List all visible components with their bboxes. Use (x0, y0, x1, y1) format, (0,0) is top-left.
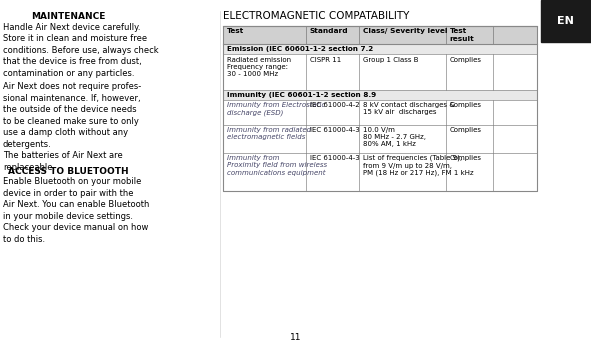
Text: Immunity (IEC 60601-1-2 section 8.9: Immunity (IEC 60601-1-2 section 8.9 (227, 92, 376, 98)
Text: Radiated emission
Frequency range:
30 - 1000 MHz: Radiated emission Frequency range: 30 - … (227, 57, 291, 77)
Text: 10.0 V/m
80 MHz - 2.7 GHz,
80% AM, 1 kHz: 10.0 V/m 80 MHz - 2.7 GHz, 80% AM, 1 kHz (363, 127, 426, 147)
Text: 11: 11 (290, 333, 301, 342)
Text: Complies: Complies (450, 155, 482, 161)
Bar (223, 44, 537, 54)
Text: MAINTENANCE: MAINTENANCE (31, 12, 105, 21)
Bar (223, 26, 537, 44)
Text: 8 kV contact discharges &
15 kV air  discharges: 8 kV contact discharges & 15 kV air disc… (363, 102, 454, 115)
Text: ELECTROMAGNETIC COMPATABILITY: ELECTROMAGNETIC COMPATABILITY (223, 11, 410, 21)
Text: Test: Test (227, 28, 244, 34)
Text: Immunity from Electrostatic
discharge (ESD): Immunity from Electrostatic discharge (E… (227, 102, 325, 116)
Text: Complies: Complies (450, 102, 482, 108)
Text: Emission (IEC 60601-1-2 section 7.2: Emission (IEC 60601-1-2 section 7.2 (227, 46, 373, 52)
Text: Test
result: Test result (450, 28, 475, 42)
Bar (541, 0, 591, 42)
Bar (223, 26, 537, 191)
Text: EN: EN (557, 16, 574, 26)
Text: Standard: Standard (310, 28, 348, 34)
Text: Class/ Severity level: Class/ Severity level (363, 28, 447, 34)
Text: List of frequencies (Table 9),
from 9 V/m up to 28 V/m,
PM (18 Hz or 217 Hz), FM: List of frequencies (Table 9), from 9 V/… (363, 155, 473, 176)
Text: IEC 61000-4-2: IEC 61000-4-2 (310, 102, 359, 108)
Text: Complies: Complies (450, 127, 482, 133)
Text: Enable Bluetooth on your mobile
device in order to pair with the
Air Next. You c: Enable Bluetooth on your mobile device i… (3, 177, 150, 244)
Text: Air Next does not require profes-
sional maintenance. If, however,
the outside o: Air Next does not require profes- sional… (3, 82, 141, 172)
Text: Group 1 Class B: Group 1 Class B (363, 57, 418, 62)
Bar (223, 90, 537, 100)
Text: IEC 61000-4-3: IEC 61000-4-3 (310, 155, 359, 161)
Text: CISPR 11: CISPR 11 (310, 57, 341, 62)
Text: Immunity from radiated
electromagnetic fields: Immunity from radiated electromagnetic f… (227, 127, 311, 140)
Text: Complies: Complies (450, 57, 482, 62)
Text: ACCESS TO BLUETOOTH: ACCESS TO BLUETOOTH (8, 167, 128, 176)
Text: Handle Air Next device carefully.
Store it in clean and moisture free
conditions: Handle Air Next device carefully. Store … (3, 23, 158, 78)
Text: IEC 61000-4-3: IEC 61000-4-3 (310, 127, 359, 133)
Text: Immunity from
Proximity field from wireless
communications equipment: Immunity from Proximity field from wirel… (227, 155, 327, 176)
